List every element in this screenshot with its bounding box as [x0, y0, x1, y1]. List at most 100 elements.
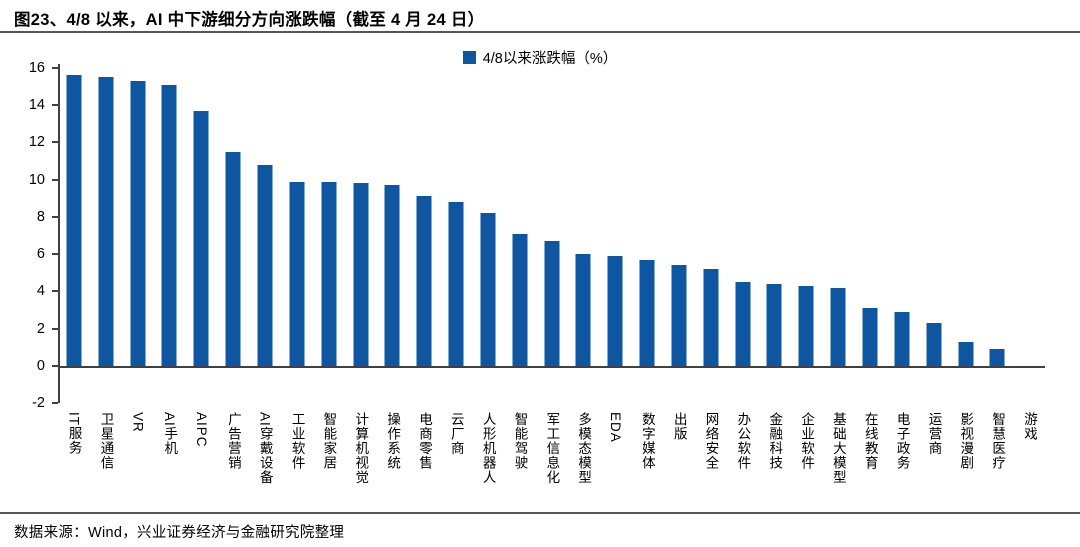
x-label-cell: 人形机器人 [472, 412, 504, 514]
x-tick-label: 办公软件 [735, 412, 751, 470]
y-tick-label: 2 [36, 320, 45, 337]
figure-title: 图23、4/8 以来，AI 中下游细分方向涨跌幅（截至 4 月 24 日） [14, 11, 485, 29]
x-label-cell: 出版 [663, 412, 695, 514]
bar-column [568, 68, 600, 403]
x-label-cell: 工业软件 [281, 412, 313, 514]
x-axis-labels: IT服务 卫星通信 VR AI手机 AIPC 广告营销 AI穿戴设备 工业软件 智能家居 计算机视… [58, 412, 1045, 514]
x-tick-label: 游戏 [1021, 412, 1037, 441]
bar [830, 287, 846, 366]
x-tick-label: 军工信息化 [544, 412, 560, 485]
x-label-cell: 数字媒体 [631, 412, 663, 514]
bar-column [408, 68, 440, 403]
x-label-cell: 网络安全 [695, 412, 727, 514]
y-tick-label: 16 [28, 59, 45, 76]
x-label-cell: 办公软件 [727, 412, 759, 514]
bar-column [122, 68, 154, 403]
x-label-cell: 运营商 [918, 412, 950, 514]
x-tick-label: 出版 [671, 412, 687, 441]
bar [225, 151, 241, 366]
bar [544, 241, 560, 366]
bar [671, 265, 687, 366]
bar-column [759, 68, 791, 403]
x-label-cell: 金融科技 [759, 412, 791, 514]
title-divider [0, 31, 1080, 33]
bar [257, 164, 273, 366]
bar-column [1013, 68, 1045, 403]
bar-column [472, 68, 504, 403]
bar-column [854, 68, 886, 403]
x-label-cell: 操作系统 [376, 412, 408, 514]
y-tick-label: 10 [28, 171, 45, 188]
x-label-cell: 智能家居 [313, 412, 345, 514]
bar-column [440, 68, 472, 403]
y-axis: 16 14 12 10 8 6 4 2 0 -2 [0, 61, 45, 410]
x-label-cell: IT服务 [58, 412, 90, 514]
x-tick-label: 电子政务 [894, 412, 910, 470]
legend-label: 4/8以来涨跌幅（%） [482, 51, 618, 67]
bar [607, 255, 623, 366]
x-label-cell: 广告营销 [217, 412, 249, 514]
x-tick-label: EDA [608, 412, 624, 443]
x-tick-label: 运营商 [926, 412, 942, 456]
x-tick-label: 企业软件 [799, 412, 815, 470]
x-tick-label: 多模态模型 [576, 412, 592, 485]
x-tick-label: 网络安全 [703, 412, 719, 470]
x-tick-label: VR [130, 412, 146, 433]
y-axis-line [58, 64, 60, 403]
bar [321, 181, 337, 366]
y-tick-mark [52, 253, 58, 256]
x-label-cell: 卫星通信 [90, 412, 122, 514]
y-tick-mark [52, 141, 58, 144]
bar-column [886, 68, 918, 403]
x-tick-label: 金融科技 [767, 412, 783, 470]
bar-column [217, 68, 249, 403]
bar-column [790, 68, 822, 403]
bar-column [345, 68, 377, 403]
bar [798, 285, 814, 366]
bar-column [90, 68, 122, 403]
bar-column [536, 68, 568, 403]
y-tick-mark [52, 67, 58, 69]
bar-column [727, 68, 759, 403]
x-tick-label: 影视漫剧 [958, 412, 974, 470]
x-label-cell: VR [122, 412, 154, 514]
bar-column [504, 68, 536, 403]
legend-color-swatch [462, 51, 476, 64]
bar-column [950, 68, 982, 403]
x-tick-label: 智能家居 [321, 412, 337, 470]
x-label-cell: 军工信息化 [536, 412, 568, 514]
x-tick-label: 基础大模型 [830, 412, 846, 485]
bar [384, 185, 400, 366]
bar-column [631, 68, 663, 403]
y-tick-label: 6 [36, 245, 45, 262]
bar [353, 183, 369, 366]
x-label-cell: 电商零售 [408, 412, 440, 514]
bar [98, 77, 114, 366]
bar [448, 202, 464, 366]
y-tick-mark [52, 327, 58, 330]
bar [480, 213, 496, 366]
bar-column [313, 68, 345, 403]
x-label-cell: 智能驾驶 [504, 412, 536, 514]
y-tick-mark [52, 364, 58, 367]
x-label-cell: AIPC [185, 412, 217, 514]
x-tick-label: AIPC [194, 412, 210, 448]
bar [703, 269, 719, 366]
x-label-cell: 企业软件 [790, 412, 822, 514]
bar [289, 181, 305, 366]
x-label-cell: 计算机视觉 [345, 412, 377, 514]
x-label-cell: 电子政务 [886, 412, 918, 514]
x-label-cell: 影视漫剧 [950, 412, 982, 514]
bar-column [981, 68, 1013, 403]
data-source: 数据来源：Wind，兴业证券经济与金融研究院整理 [14, 525, 345, 541]
x-label-cell: AI手机 [154, 412, 186, 514]
bar [926, 322, 942, 366]
x-label-cell: 在线教育 [854, 412, 886, 514]
bar [894, 311, 910, 366]
y-tick-label: 4 [36, 283, 45, 300]
x-label-cell: AI穿戴设备 [249, 412, 281, 514]
y-tick-label: -2 [32, 394, 45, 411]
bar-column [185, 68, 217, 403]
x-tick-label: 操作系统 [385, 412, 401, 470]
bar-column [663, 68, 695, 403]
